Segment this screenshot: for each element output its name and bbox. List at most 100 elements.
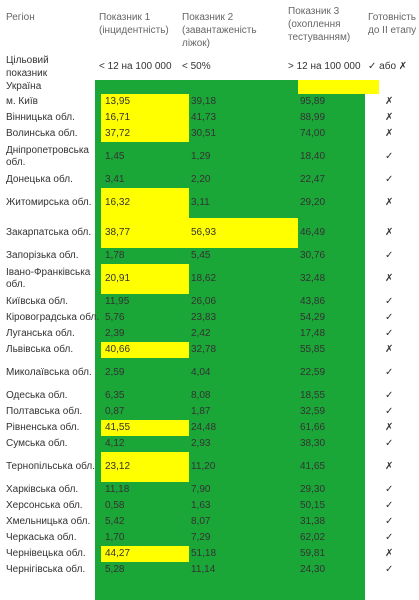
indicator-3-cell: 41,65: [300, 461, 326, 472]
indicator-3-cell: 29,30: [300, 484, 326, 495]
readiness-cell: ✓: [385, 250, 394, 261]
indicator-2-cell: 4,04: [191, 367, 211, 378]
region-cell: Чернігівська обл.: [6, 564, 86, 575]
table-row: Кіровоградська обл. 5,76 23,83 54,29 ✓: [0, 310, 419, 326]
indicator-3-cell: 59,81: [300, 548, 326, 559]
regions-table: Україна м. Київ 13,95 39,18 95,89 ✗ Вінницька …: [0, 80, 419, 578]
indicator-2-cell: 7,90: [191, 484, 211, 495]
table-row: Вінницька обл. 16,71 41,73 88,99 ✗: [0, 110, 419, 126]
indicator-1-cell: 1,45: [105, 151, 125, 162]
indicator-3-cell: 31,38: [300, 516, 326, 527]
table-row: Чернігівська обл. 5,28 11,14 24,30 ✓: [0, 562, 419, 578]
region-cell: Тернопільська обл.: [6, 461, 96, 472]
table-row: Сумська обл. 4,12 2,93 38,30 ✓: [0, 436, 419, 452]
indicator-2-cell: 26,06: [191, 296, 217, 307]
table-row: Запорізька обл. 1,78 5,45 30,76 ✓: [0, 248, 419, 264]
readiness-cell: [379, 80, 419, 94]
indicator-1-cell: 11,95: [105, 296, 130, 307]
table-row: Івано-Франківська обл. 20,91 18,62 32,48 ✗: [0, 264, 419, 294]
indicator-2-cell: 8,08: [191, 390, 211, 401]
indicator-3-cell: 24,30: [300, 564, 326, 575]
target-indicator-2: < 50%: [182, 61, 211, 72]
indicator-3-cell: 32,48: [300, 273, 326, 284]
indicator-3-cell: 55,85: [300, 344, 326, 355]
region-cell: Київська обл.: [6, 296, 68, 307]
readiness-cell: ✓: [385, 151, 394, 162]
indicator-3-cell: 50,15: [300, 500, 326, 511]
indicator-2-cell: 23,83: [191, 312, 217, 323]
table-row: м. Київ 13,95 39,18 95,89 ✗: [0, 94, 419, 110]
indicator-3-cell: 38,30: [300, 438, 326, 449]
indicator-1-cell: 20,91: [101, 264, 189, 294]
region-cell: Рівненська обл.: [6, 422, 80, 433]
table-row: Черкаська обл. 1,70 7,29 62,02 ✓: [0, 530, 419, 546]
readiness-cell: ✓: [385, 312, 394, 323]
indicator-1-cell: 0,58: [105, 500, 125, 511]
table-row: Харківська обл. 11,18 7,90 29,30 ✓: [0, 482, 419, 498]
readiness-cell: ✓: [385, 328, 394, 339]
region-cell: Дніпропетровська обл.: [6, 145, 89, 168]
readiness-cell: ✓: [385, 532, 394, 543]
indicator-3-cell: 18,55: [300, 390, 326, 401]
readiness-cell: ✗: [385, 112, 394, 123]
indicator-1-cell: 5,76: [105, 312, 125, 323]
indicator-2-cell: 1,63: [191, 500, 211, 511]
target-readiness: ✓ або ✗: [368, 61, 408, 72]
indicator-1-cell: 2,39: [105, 328, 125, 339]
readiness-cell: ✓: [385, 296, 394, 307]
indicator-2-cell: 18,62: [191, 273, 217, 284]
indicator-green-background: [95, 80, 365, 600]
indicator-2-cell: 51,18: [191, 548, 217, 559]
indicator-1-cell: 5,28: [105, 564, 125, 575]
readiness-cell: ✓: [385, 390, 394, 401]
indicator-1-cell: 5,42: [105, 516, 125, 527]
region-cell: м. Київ: [6, 96, 38, 107]
indicator-1-cell: 41,55: [101, 420, 189, 436]
indicator-1-cell: 11,18: [105, 484, 130, 495]
readiness-cell: ✓: [385, 516, 394, 527]
indicator-2-cell: 3,11: [191, 197, 210, 208]
indicator-1-cell: 13,95: [101, 94, 189, 110]
readiness-cell: ✓: [385, 564, 394, 575]
table-row: Одеська обл. 6,35 8,08 18,55 ✓: [0, 388, 419, 404]
indicator-3-cell: 29,20: [300, 197, 326, 208]
readiness-cell: ✓: [385, 484, 394, 495]
region-cell: Житомирська обл.: [6, 197, 92, 208]
readiness-cell: ✗: [385, 548, 394, 559]
readiness-cell: ✓: [385, 406, 394, 417]
header-readiness: Готовність до ІІ етапу: [368, 12, 417, 36]
table-row: Рівненська обл. 41,55 24,48 61,66 ✗: [0, 420, 419, 436]
indicator-1-cell: 40,66: [101, 342, 189, 358]
indicator-2-cell: 1,87: [191, 406, 211, 417]
table-row: Закарпатська обл. 38,77 56,93 46,49 ✗: [0, 218, 419, 248]
indicator-2-cell: 2,93: [191, 438, 211, 449]
table-header: Регіон Показник 1 (інцидентність) Показн…: [0, 0, 419, 53]
indicator-1-cell: 1,70: [105, 532, 125, 543]
table-row: Миколаївська обл. 2,59 4,04 22,59 ✓: [0, 358, 419, 388]
readiness-cell: ✗: [385, 273, 394, 284]
region-cell: Львівська обл.: [6, 344, 74, 355]
indicator-1-cell: 37,72: [101, 126, 189, 142]
region-cell: Волинська обл.: [6, 128, 78, 139]
indicator-2-cell: 11,20: [191, 461, 216, 472]
region-cell: Вінницька обл.: [6, 112, 75, 123]
indicator-2-cell: 30,51: [191, 128, 217, 139]
indicator-3-cell: 30,76: [300, 250, 326, 261]
table-row: Полтавська обл. 0,87 1,87 32,59 ✓: [0, 404, 419, 420]
readiness-cell: ✗: [385, 227, 394, 238]
indicator-3-cell: 95,89: [300, 96, 326, 107]
indicator-1-cell: 38,77: [101, 218, 189, 248]
table-row: Чернівецька обл. 44,27 51,18 59,81 ✗: [0, 546, 419, 562]
indicator-3-cell: 61,66: [300, 422, 326, 433]
readiness-cell: ✗: [385, 422, 394, 433]
table-row: Львівська обл. 40,66 32,78 55,85 ✗: [0, 342, 419, 358]
indicator-2-cell: 41,73: [191, 112, 217, 123]
region-cell: Хмельницька обл.: [6, 516, 91, 527]
readiness-cell: ✗: [385, 197, 394, 208]
indicator-3-cell: 22,59: [300, 367, 326, 378]
indicator-2-cell: 1,29: [191, 151, 211, 162]
region-cell: Запорізька обл.: [6, 250, 79, 261]
readiness-cell: ✓: [385, 438, 394, 449]
readiness-cell: ✗: [385, 461, 394, 472]
indicator-1-cell: [101, 80, 189, 94]
